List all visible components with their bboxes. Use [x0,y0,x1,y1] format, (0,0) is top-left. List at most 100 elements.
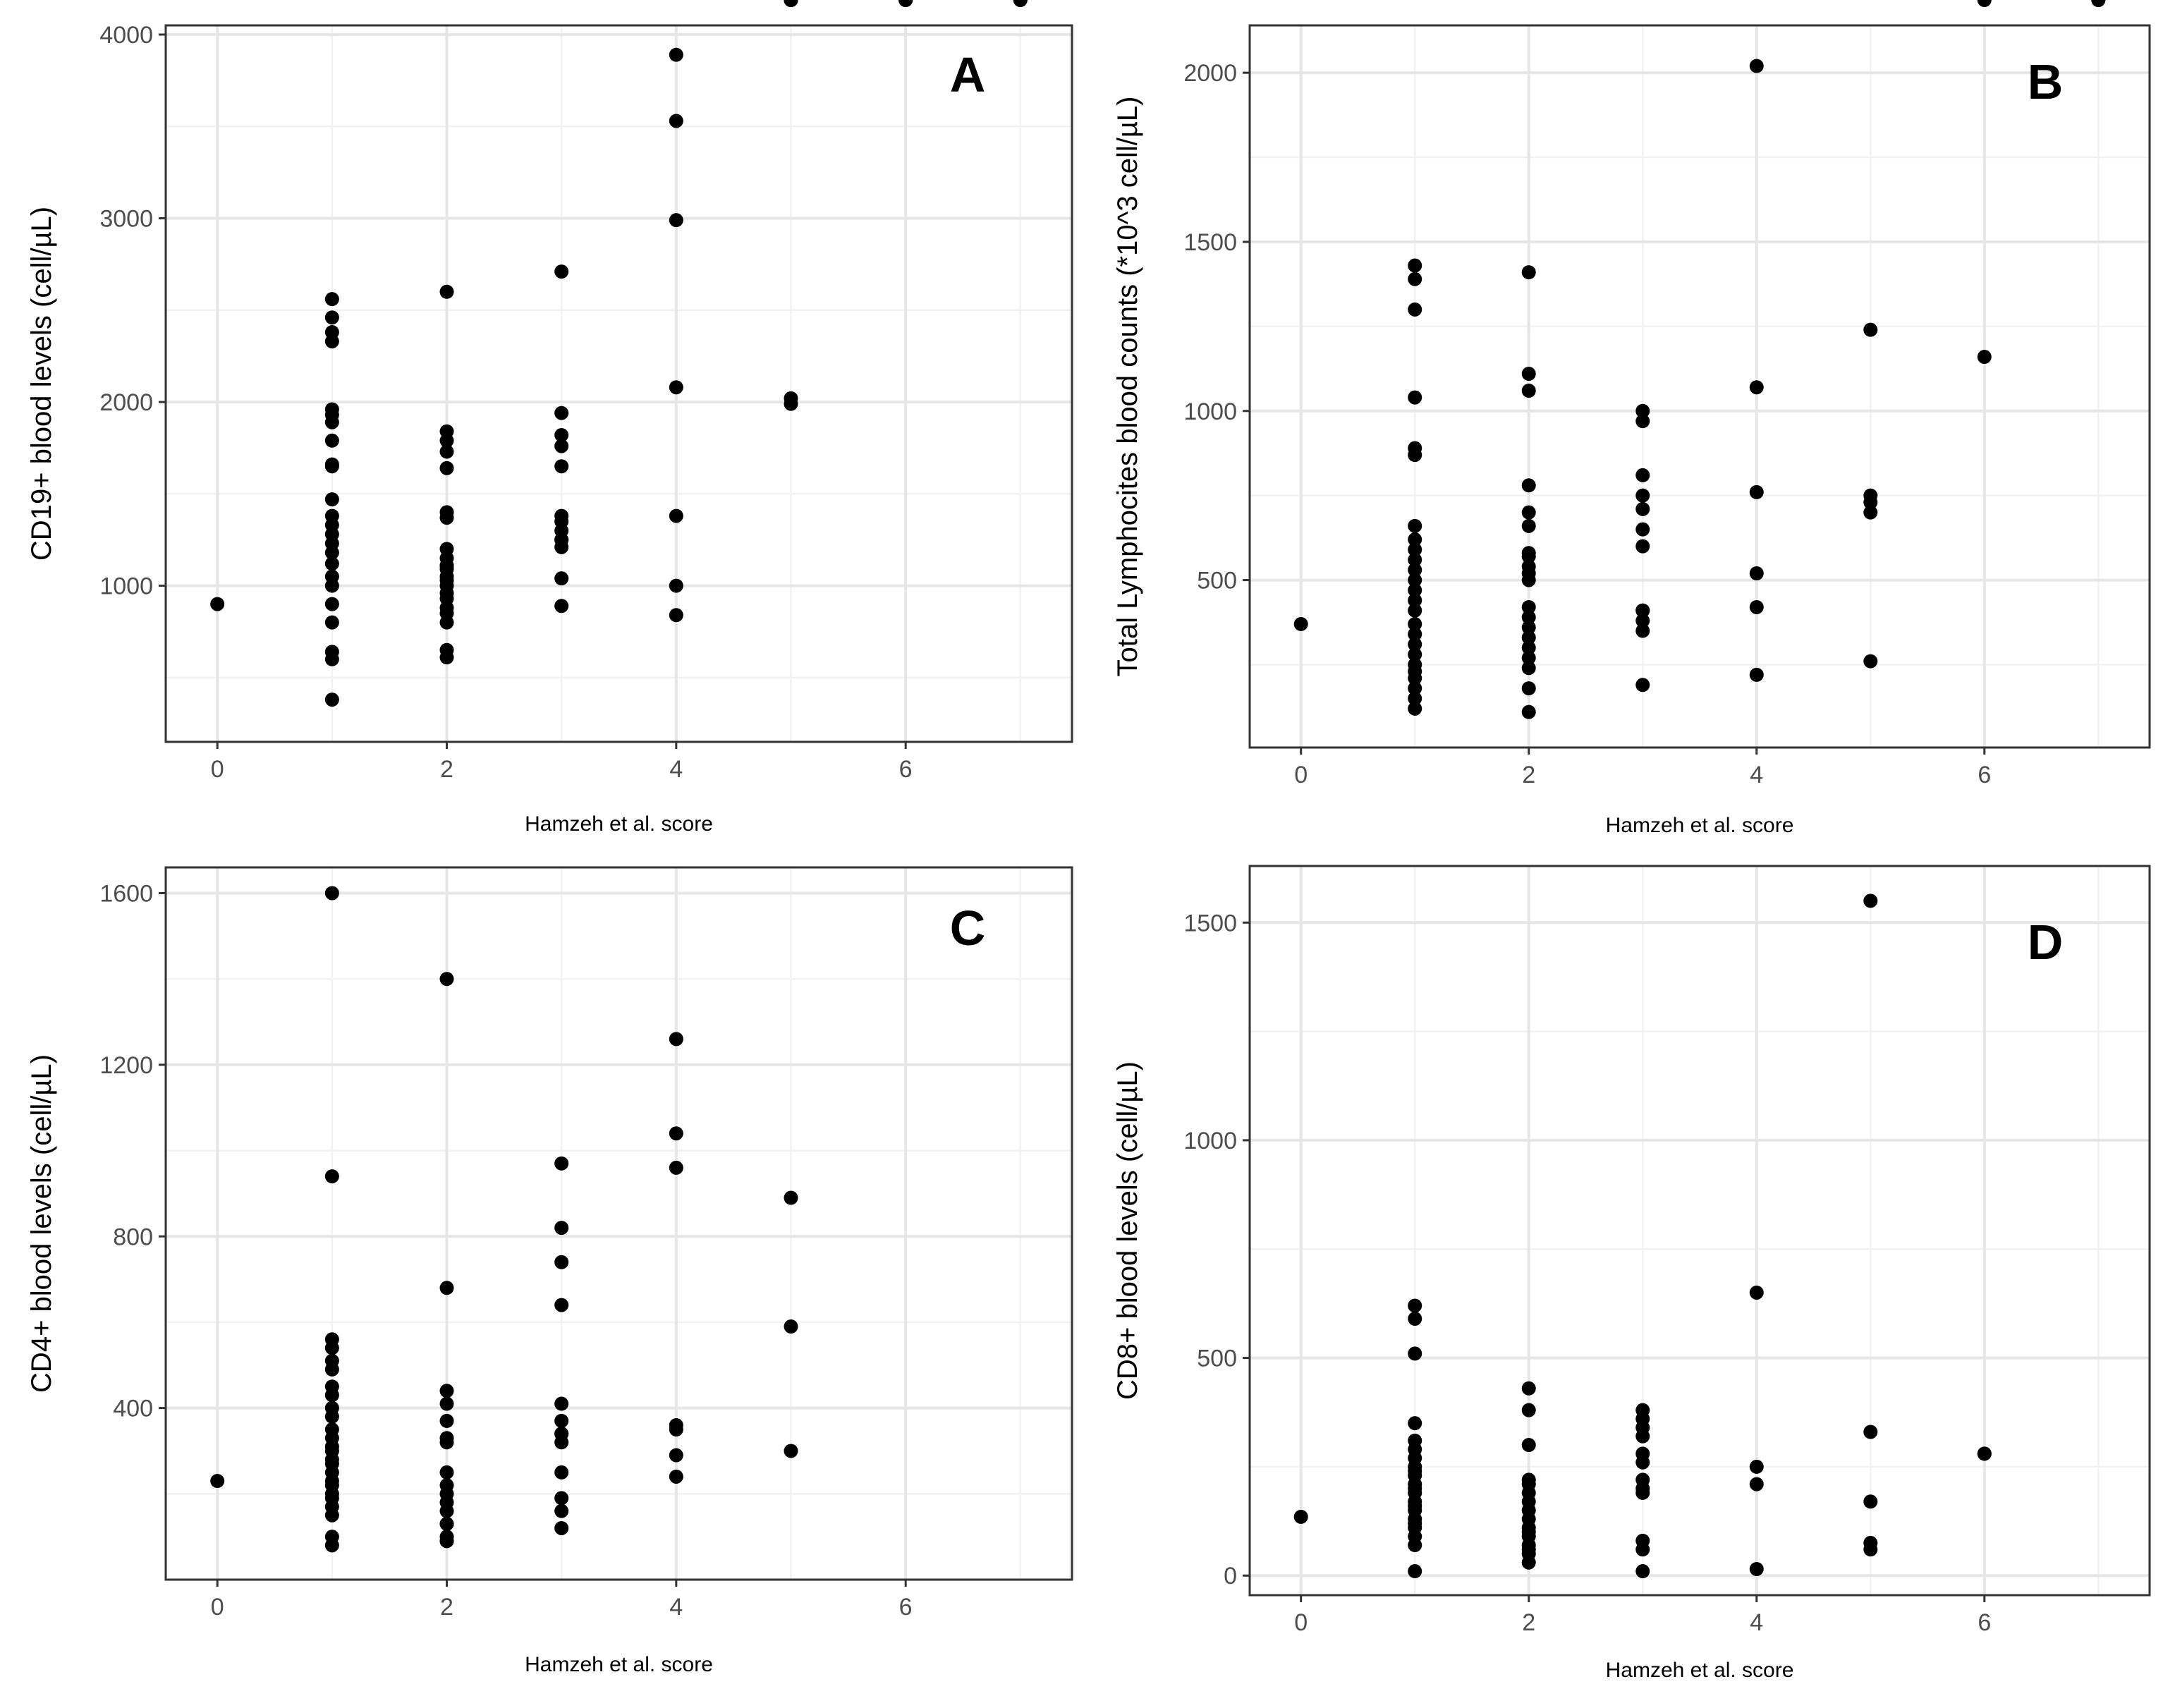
data-point [554,1255,569,1269]
data-point [439,505,454,520]
y-tick-label: 1500 [1183,910,1237,937]
y-axis-title: CD8+ blood levels (cell/µL) [1112,1061,1143,1400]
data-point [1635,1564,1650,1579]
data-point [1863,893,1878,908]
data-point [1408,1564,1422,1579]
panel-background [166,25,1072,742]
x-tick-label: 2 [440,1594,453,1621]
data-point [1635,1472,1650,1487]
data-point [554,1427,569,1441]
data-point [1521,1472,1536,1487]
data-point [784,0,798,7]
data-point [1977,0,1992,7]
data-point [324,1401,339,1415]
data-point [324,556,339,571]
data-point [554,405,569,420]
panel-border [164,866,1073,1581]
data-point [1408,1464,1422,1479]
data-point [1635,522,1650,537]
data-point [1408,532,1422,547]
data-point [1521,620,1536,635]
data-point [1521,505,1536,520]
data-point [439,1478,454,1493]
data-point [1635,501,1650,516]
y-tick-label: 1500 [1183,229,1237,256]
data-point [1749,667,1764,682]
data-point [1977,1446,1992,1461]
data-point [1977,350,1992,365]
data-point [1408,552,1422,567]
data-point [669,1160,683,1175]
data-point [1521,546,1536,561]
panel-a: 0 2 4 6 1000 2000 3000 4000 Hamzeh et al. score C… [26,0,1073,836]
data-point [1408,390,1422,405]
y-tick-label: 800 [113,1224,153,1250]
data-point [1408,272,1422,286]
data-point [439,1465,454,1480]
data-point [1408,1481,1422,1496]
data-point [784,1319,798,1334]
panel-label: C [950,901,986,956]
data-point [1635,414,1650,429]
data-point [1749,566,1764,580]
data-point [669,508,683,523]
data-point [554,1520,569,1535]
data-point [669,608,683,623]
data-point [669,380,683,395]
data-point [1408,603,1422,618]
data-point [669,1032,683,1047]
x-axis-title: Hamzeh et al. score [1606,814,1794,837]
data-point [1749,1459,1764,1474]
x-axis-title: Hamzeh et al. score [525,812,713,836]
data-point [1408,1433,1422,1448]
data-point [554,264,569,279]
data-point [1408,441,1422,456]
panel-border [1248,865,2151,1597]
data-point [1521,367,1536,382]
data-point [324,457,339,472]
y-tick-label: 3000 [99,206,153,233]
data-point [1408,563,1422,578]
data-point [554,1396,569,1411]
data-point [210,1474,225,1489]
data-point [1408,637,1422,652]
data-point [554,459,569,474]
data-point [1013,0,1028,7]
panel-c: 0 2 4 6 400 800 1200 1600 Hamzeh et al. score CD4… [26,0,1073,1676]
panel-label: B [2028,54,2064,109]
data-point [669,578,683,593]
data-point [669,47,683,62]
data-point [1521,1403,1536,1417]
data-point [324,292,339,307]
data-point [439,1384,454,1398]
data-point [554,1465,569,1480]
data-point [1635,623,1650,638]
data-point [1521,650,1536,665]
data-point [554,427,569,442]
data-point [324,1332,339,1347]
data-point [1863,1425,1878,1439]
data-point [1863,1494,1878,1509]
data-point [324,325,339,340]
data-point [439,542,454,556]
data-point [439,444,454,459]
data-point [1863,495,1878,510]
data-point [554,532,569,547]
y-tick-label: 2000 [1183,60,1237,87]
data-point [669,114,683,128]
data-point [554,1491,569,1506]
x-tick-label: 4 [1750,1609,1763,1636]
data-point [1408,1312,1422,1326]
data-point [1408,1298,1422,1313]
data-point [324,615,339,630]
data-point [1521,383,1536,398]
panel-border [1248,24,2151,749]
data-point [324,1530,339,1544]
panel-background [1250,25,2150,748]
data-point [439,1396,454,1411]
data-point [898,0,913,7]
data-point [1521,1542,1536,1557]
x-tick-label: 0 [211,756,224,783]
data-point [1293,1509,1308,1524]
